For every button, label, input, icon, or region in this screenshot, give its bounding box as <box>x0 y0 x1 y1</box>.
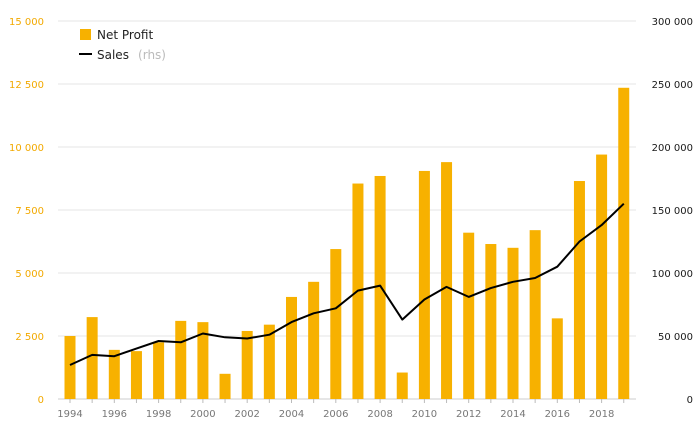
bar-net-profit-2008 <box>374 175 386 399</box>
right-tick-label: 50 000 <box>658 332 693 343</box>
left-tick-label: 12 500 <box>9 80 44 91</box>
bar-net-profit-2004 <box>286 296 297 399</box>
legend: Net Profit Sales (rhs) <box>79 28 166 63</box>
legend-label-net-profit: Net Profit <box>97 28 153 42</box>
legend-label-sales: Sales <box>97 48 129 62</box>
left-tick-label: 0 <box>38 395 44 406</box>
x-tick-label: 2006 <box>323 409 348 420</box>
bar-net-profit-1995 <box>86 317 98 399</box>
x-tick-label: 2002 <box>234 409 259 420</box>
x-tick-label: 2004 <box>279 409 304 420</box>
bar-net-profit-2013 <box>485 244 497 399</box>
right-tick-label: 300 000 <box>652 17 693 28</box>
x-tick-label: 2000 <box>190 409 215 420</box>
bar-net-profit-1994 <box>64 336 76 399</box>
x-axis-ticks: 1994 1996 1998 2000 2002 2004 2006 2008 2010 2012… <box>57 399 625 420</box>
x-tick-label: 2008 <box>367 409 392 420</box>
bar-net-profit-2012 <box>463 232 475 399</box>
net-profit-bars <box>64 87 630 399</box>
legend-entry-sales: Sales (rhs) <box>97 44 166 63</box>
right-axis-ticks: 0 50 000 100 000 150 000 200 000 250 000 300 0… <box>652 17 693 406</box>
bar-net-profit-1998 <box>153 342 165 399</box>
bar-net-profit-2014 <box>507 247 519 399</box>
x-tick-label: 1998 <box>146 409 171 420</box>
right-tick-label: 100 000 <box>652 269 693 280</box>
x-tick-label: 1996 <box>102 409 127 420</box>
bar-net-profit-2010 <box>418 170 430 399</box>
bar-net-profit-1997 <box>130 351 142 399</box>
legend-swatch-net-profit <box>80 29 91 40</box>
sales-line <box>69 202 625 366</box>
bar-net-profit-2016 <box>551 318 563 399</box>
x-tick-label: 2018 <box>589 409 614 420</box>
bar-net-profit-2019 <box>618 87 630 399</box>
x-tick-label: 2010 <box>412 409 437 420</box>
bar-net-profit-2015 <box>529 230 541 399</box>
legend-note-rhs: (rhs) <box>138 48 166 62</box>
bar-net-profit-2003 <box>263 324 275 399</box>
bar-net-profit-2011 <box>441 162 453 399</box>
x-tick-label: 1994 <box>57 409 82 420</box>
left-tick-label: 15 000 <box>9 17 44 28</box>
left-tick-label: 10 000 <box>9 143 44 154</box>
left-tick-label: 5 000 <box>15 269 44 280</box>
right-tick-label: 0 <box>687 395 693 406</box>
bar-net-profit-2002 <box>241 330 253 399</box>
bar-net-profit-2005 <box>308 281 320 399</box>
bar-net-profit-2017 <box>573 181 585 399</box>
left-tick-label: 7 500 <box>15 206 44 217</box>
right-tick-label: 250 000 <box>652 80 693 91</box>
bar-net-profit-2000 <box>197 322 209 399</box>
left-tick-label: 2 500 <box>15 332 44 343</box>
x-tick-label: 2012 <box>456 409 481 420</box>
bar-net-profit-1996 <box>108 349 120 399</box>
gridlines <box>58 20 636 400</box>
bar-net-profit-2009 <box>396 372 408 399</box>
bar-net-profit-1999 <box>175 320 187 399</box>
right-tick-label: 150 000 <box>652 206 693 217</box>
bar-net-profit-2006 <box>330 249 342 399</box>
bar-net-profit-2018 <box>596 154 608 399</box>
x-tick-label: 2014 <box>500 409 525 420</box>
sales-line-group <box>69 202 625 366</box>
left-axis-ticks: 0 2 500 5 000 7 500 10 000 12 500 15 000 <box>9 17 44 406</box>
x-tick-label: 2016 <box>545 409 570 420</box>
right-tick-label: 200 000 <box>652 143 693 154</box>
bar-net-profit-2001 <box>219 373 231 399</box>
